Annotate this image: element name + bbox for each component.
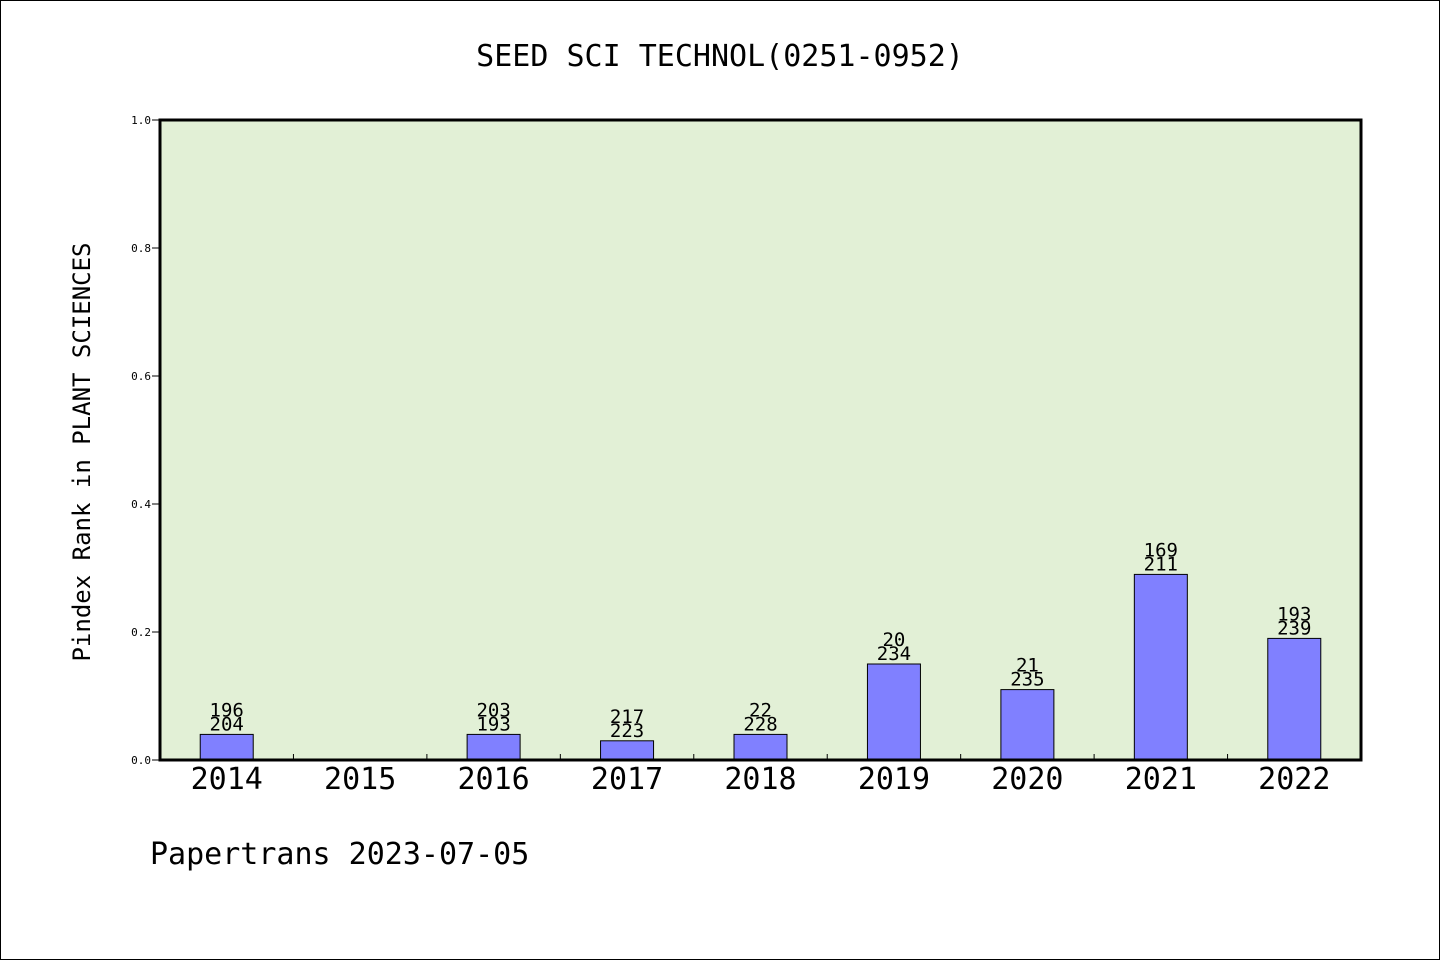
chart-title: SEED SCI TECHNOL(0251-0952) (476, 39, 964, 74)
y-axis-ticks: 0.0 0.2 0.4 0.6 0.8 1.0 (131, 114, 160, 767)
bar-label-bottom: 193 (476, 713, 510, 735)
bar (1000, 689, 1055, 761)
x-tick-label: 2016 (457, 762, 529, 797)
bar (199, 733, 254, 761)
bar-label-top: 22 (749, 699, 772, 721)
bar (466, 733, 521, 761)
y-tick-label: 0.6 (131, 370, 151, 383)
bar-label-top: 193 (1277, 603, 1311, 625)
bar (866, 663, 921, 761)
bar-label-bottom: 239 (1277, 617, 1311, 639)
x-tick-label: 2017 (591, 762, 663, 797)
bar-label-bottom: 235 (1010, 669, 1044, 691)
bar (1267, 637, 1322, 761)
plot-border (158, 118, 1363, 762)
bar-label-bottom: 204 (210, 713, 244, 735)
bar (600, 740, 655, 761)
bar-label-bottom: 234 (877, 643, 911, 665)
y-tick-label: 0.0 (131, 754, 151, 767)
y-tick-label: 0.8 (131, 242, 151, 255)
bar-label-top: 196 (210, 699, 244, 721)
bar (733, 733, 788, 761)
x-tick-label: 2019 (858, 762, 930, 797)
x-tick-label: 2015 (324, 762, 396, 797)
bar-label-bottom: 223 (610, 720, 644, 742)
bar (1133, 573, 1188, 761)
bar-label-top: 203 (476, 699, 510, 721)
bar-label-top: 20 (882, 629, 905, 651)
bar-label-bottom: 211 (1144, 553, 1178, 575)
x-axis-ticks: 2014 2015 2016 2017 2018 2019 2020 2021 2022 (191, 754, 1330, 797)
y-tick-label: 0.4 (131, 498, 151, 511)
x-tick-label: 2014 (191, 762, 263, 797)
y-axis-label: Pindex Rank in PLANT SCIENCES (68, 242, 96, 661)
bar-label-top: 21 (1016, 655, 1039, 677)
bar-label-top: 217 (610, 706, 644, 728)
y-tick-label: 1.0 (131, 114, 151, 127)
bar-series (199, 573, 1322, 761)
x-tick-label: 2021 (1125, 762, 1197, 797)
x-tick-label: 2020 (991, 762, 1063, 797)
footer-source: Papertrans 2023-07-05 (150, 837, 529, 872)
x-tick-label: 2022 (1258, 762, 1330, 797)
bar-label-top: 169 (1144, 539, 1178, 561)
y-tick-label: 0.2 (131, 626, 151, 639)
x-tick-label: 2018 (724, 762, 796, 797)
bar-label-bottom: 228 (743, 713, 777, 735)
